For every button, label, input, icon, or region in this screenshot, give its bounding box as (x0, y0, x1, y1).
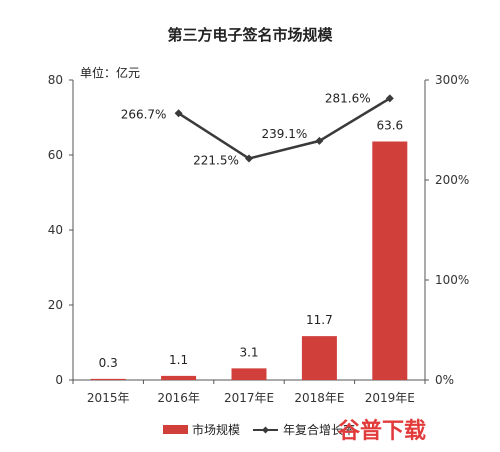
bar (301, 336, 337, 380)
axes: 0 20 40 60 80 0% 100% 200% 300% 2015年 2016年 2017年E 2… (48, 73, 470, 405)
x-tick-label: 2019年E (365, 391, 415, 405)
bar (372, 141, 408, 380)
line-point-marker (245, 154, 253, 163)
line-series: 266.7% 221.5% 239.1% 281.6% (121, 91, 394, 168)
line-data-label: 221.5% (193, 154, 239, 168)
y-left-tick-label: 60 (48, 148, 63, 162)
line-data-label: 266.7% (121, 107, 167, 121)
line-point-marker (315, 136, 324, 145)
x-tick-label: 2016年 (157, 391, 200, 405)
legend-bar-label: 市场规模 (192, 422, 240, 437)
bar-data-label: 1.1 (169, 353, 188, 367)
y-right-tick-label: 300% (435, 73, 469, 87)
y-left-tick-label: 80 (48, 73, 63, 87)
legend-line-label: 年复合增长率 (283, 422, 355, 437)
line-data-label: 281.6% (325, 91, 371, 105)
bar-data-label: 63.6 (376, 119, 403, 133)
line-point-marker (385, 94, 394, 103)
bar-data-label: 11.7 (306, 313, 333, 327)
legend-bar-swatch (163, 425, 188, 434)
unit-label: 单位：亿元 (80, 65, 140, 80)
bar (90, 378, 126, 380)
line-point-marker (174, 109, 183, 118)
y-right-tick-label: 100% (435, 273, 469, 287)
bar-data-label: 0.3 (99, 356, 118, 370)
y-left-tick-label: 0 (55, 373, 63, 387)
x-tick-label: 2015年 (87, 391, 130, 405)
bar-series: 0.3 1.1 3.1 11.7 63.6 (90, 119, 408, 380)
y-left-tick-label: 20 (48, 298, 63, 312)
line-data-label: 239.1% (262, 127, 308, 141)
bar (161, 375, 197, 380)
growth-line (177, 97, 391, 160)
x-tick-label: 2017年E (224, 391, 274, 405)
bar (231, 368, 267, 380)
bar-data-label: 3.1 (239, 345, 258, 359)
legend: 市场规模 年复合增长率 (163, 422, 355, 437)
chart-title: 第三方电子签名市场规模 (167, 26, 333, 44)
watermark: 谷普下载 (338, 418, 426, 444)
y-left-tick-label: 40 (48, 223, 63, 237)
legend-line-marker (262, 426, 269, 434)
x-tick-label: 2018年E (294, 391, 344, 405)
y-right-tick-label: 200% (435, 173, 469, 187)
y-right-tick-label: 0% (435, 373, 454, 387)
